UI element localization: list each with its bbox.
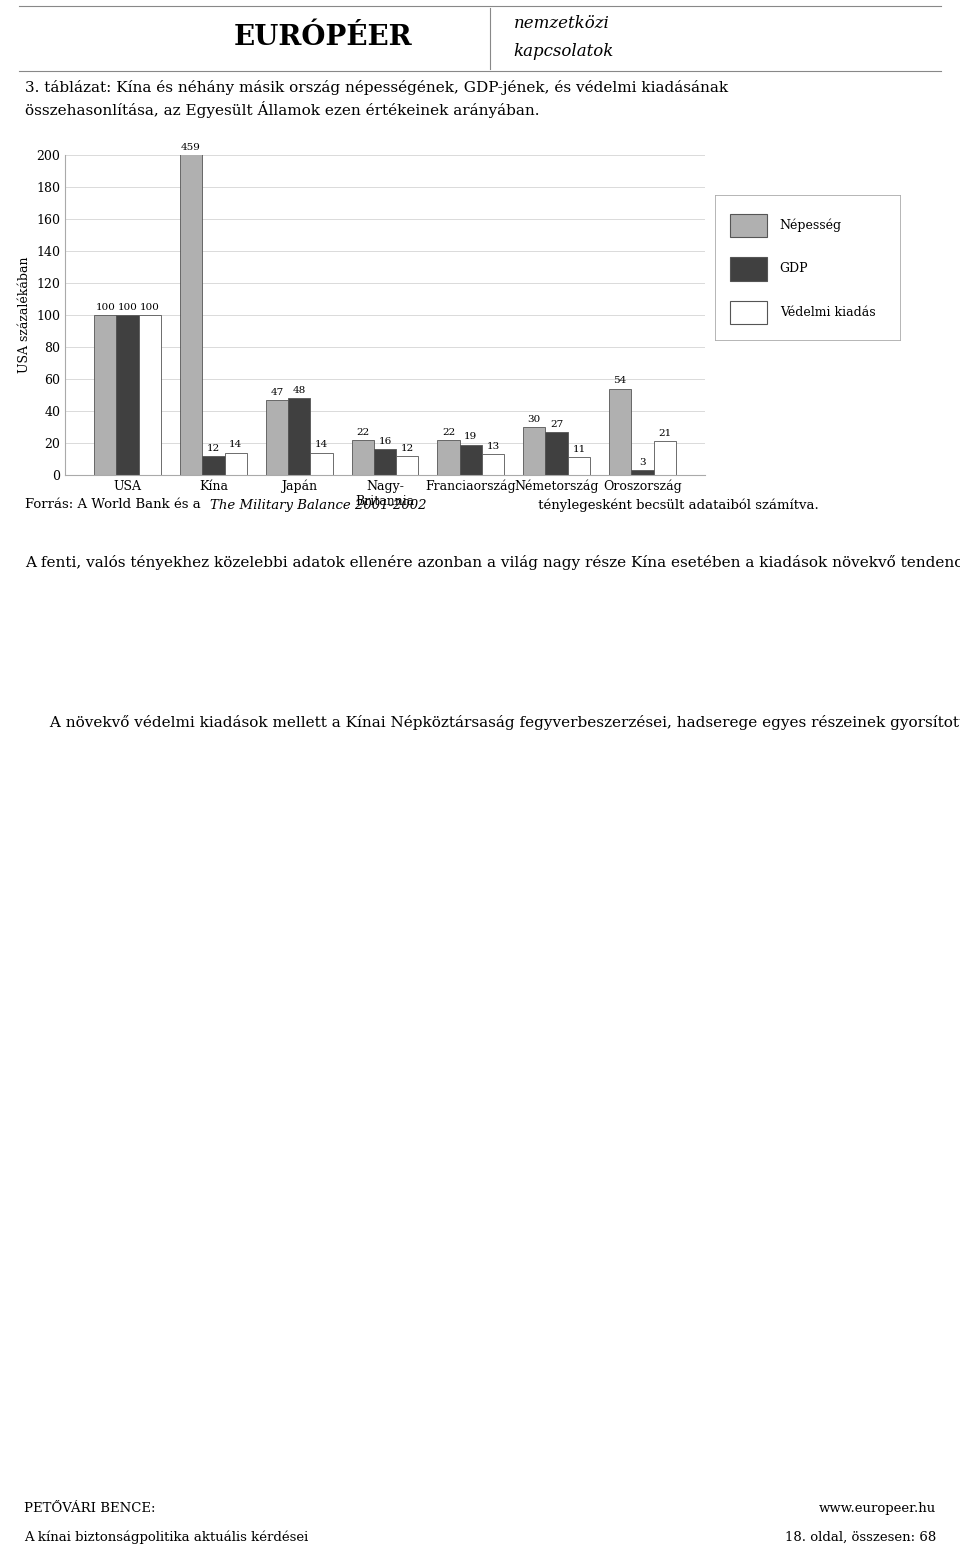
Text: Védelmi kiadás: Védelmi kiadás <box>780 307 876 319</box>
Bar <box>116 314 138 475</box>
Text: A fenti, valós tényekhez közelebbi adatok ellenére azonban a világ nagy része Kí: A fenti, valós tényekhez közelebbi adato… <box>25 555 960 569</box>
Bar <box>654 442 676 475</box>
Text: A kínai biztonságpolitika aktuális kérdései: A kínai biztonságpolitika aktuális kérdé… <box>24 1531 308 1544</box>
Bar <box>373 450 396 475</box>
Bar <box>730 213 767 237</box>
Text: www.europeer.hu: www.europeer.hu <box>819 1502 936 1516</box>
Text: 19: 19 <box>465 433 477 442</box>
Text: 100: 100 <box>95 303 115 311</box>
Bar <box>94 314 116 475</box>
Text: 459: 459 <box>181 143 201 152</box>
Text: 13: 13 <box>487 442 500 451</box>
Bar <box>567 457 590 475</box>
Text: GDP: GDP <box>780 263 808 275</box>
Text: nemzetközi: nemzetközi <box>514 16 610 33</box>
Bar <box>460 445 482 475</box>
Text: 14: 14 <box>315 440 328 450</box>
Text: 11: 11 <box>572 445 586 454</box>
Bar <box>288 398 310 475</box>
Bar <box>396 456 419 475</box>
Bar <box>730 257 767 280</box>
Text: 3: 3 <box>639 457 646 467</box>
Text: 100: 100 <box>140 303 159 311</box>
Text: ténylegesként becsült adataiból számítva.: ténylegesként becsült adataiból számítva… <box>534 498 818 512</box>
Text: Forrás: A World Bank és a: Forrás: A World Bank és a <box>25 498 205 512</box>
Bar <box>266 400 288 475</box>
Bar <box>730 300 767 324</box>
Text: kapcsolatok: kapcsolatok <box>514 42 614 59</box>
Text: 100: 100 <box>118 303 137 311</box>
Text: 21: 21 <box>659 429 671 439</box>
Text: 3. táblázat: Kína és néhány másik ország népességének, GDP-jének, és védelmi kia: 3. táblázat: Kína és néhány másik ország… <box>25 79 728 118</box>
Text: 14: 14 <box>229 440 242 450</box>
Text: Népesség: Népesség <box>780 219 842 232</box>
Bar <box>609 389 632 475</box>
Text: 18. oldal, összesen: 68: 18. oldal, összesen: 68 <box>784 1531 936 1544</box>
Y-axis label: USA százalékában: USA százalékában <box>17 257 31 373</box>
Bar <box>225 453 247 475</box>
Text: PETŐVÁRI BENCE:: PETŐVÁRI BENCE: <box>24 1502 156 1516</box>
Bar <box>180 0 203 475</box>
Text: 22: 22 <box>442 428 455 437</box>
Text: 16: 16 <box>378 437 392 447</box>
Text: 12: 12 <box>206 443 220 453</box>
Text: 12: 12 <box>400 443 414 453</box>
Bar <box>310 453 333 475</box>
Text: 48: 48 <box>293 386 306 395</box>
Bar <box>523 426 545 475</box>
Text: 47: 47 <box>271 387 283 397</box>
Bar <box>545 433 567 475</box>
Bar <box>203 456 225 475</box>
Text: The Military Balance 2001-2002: The Military Balance 2001-2002 <box>209 498 426 512</box>
Bar <box>351 440 373 475</box>
Bar <box>438 440 460 475</box>
Text: 27: 27 <box>550 420 564 428</box>
Text: 30: 30 <box>528 415 540 423</box>
Bar <box>632 470 654 475</box>
Text: 22: 22 <box>356 428 370 437</box>
Text: 54: 54 <box>613 377 627 386</box>
Text: A növekvő védelmi kiadások mellett a Kínai Népköztársaság fegyverbeszerzései, ha: A növekvő védelmi kiadások mellett a Kín… <box>45 716 960 730</box>
Bar <box>138 314 161 475</box>
Text: EURÓPÉER: EURÓPÉER <box>234 23 413 51</box>
Bar <box>482 454 504 475</box>
